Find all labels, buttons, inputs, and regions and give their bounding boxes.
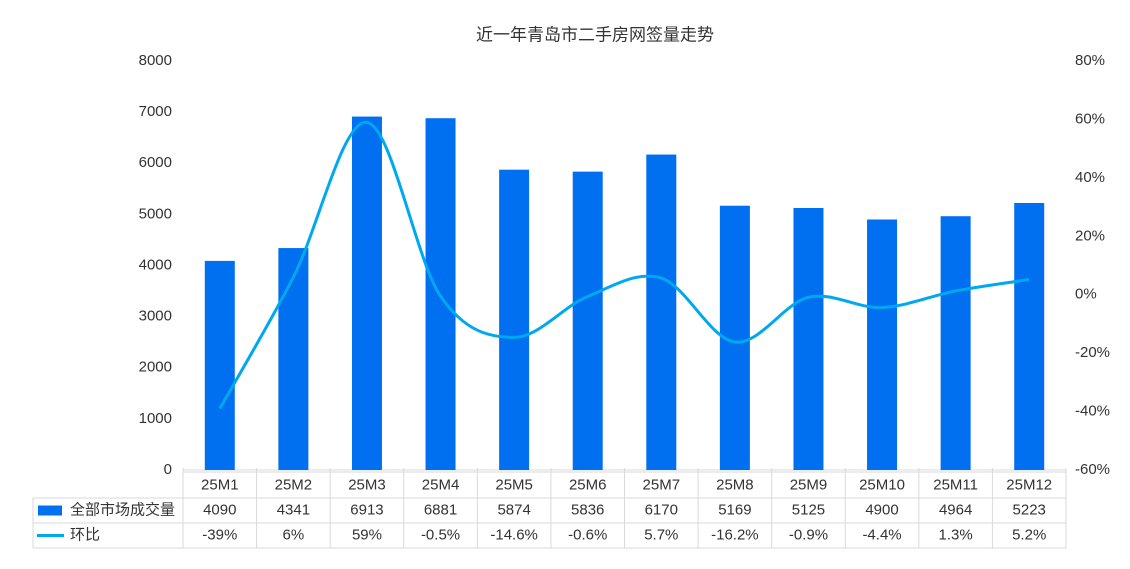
x-tick-label: 25M11 <box>933 476 978 493</box>
y-tick-label: 3000 <box>139 308 172 325</box>
bar <box>940 216 971 470</box>
bar <box>793 207 824 470</box>
data-label: -4.4% <box>862 526 901 543</box>
data-label: 5.2% <box>1012 526 1046 543</box>
data-label: 59% <box>352 526 382 543</box>
data-label: 6913 <box>350 501 383 518</box>
data-label: 6881 <box>424 501 457 518</box>
x-tick-label: 25M5 <box>495 476 533 493</box>
x-tick-label: 25M4 <box>422 476 460 493</box>
data-label: 5874 <box>497 501 530 518</box>
data-label: -0.6% <box>568 526 607 543</box>
y-tick-label: 7000 <box>139 103 172 120</box>
legend-swatch <box>38 505 62 516</box>
y-tick-label: 1000 <box>139 410 172 427</box>
bar <box>646 154 677 470</box>
bar <box>1014 202 1045 470</box>
y-tick-label: 4000 <box>139 256 172 273</box>
y-tick-label: 2000 <box>139 359 172 376</box>
line <box>218 120 1030 410</box>
legend-label: 环比 <box>70 526 100 543</box>
data-label: -16.2% <box>711 526 759 543</box>
y-tick-label: 5000 <box>139 205 172 222</box>
data-label: -14.6% <box>490 526 538 543</box>
y2-tick-label: -40% <box>1075 403 1110 420</box>
y2-tick-label: -20% <box>1075 344 1110 361</box>
x-tick-label: 25M1 <box>201 476 239 493</box>
data-label: 5169 <box>718 501 751 518</box>
data-label: 5836 <box>571 501 604 518</box>
bar <box>572 171 603 470</box>
bar <box>204 260 235 470</box>
x-tick-label: 25M3 <box>348 476 386 493</box>
data-label: 5.7% <box>644 526 678 543</box>
data-label: -0.9% <box>789 526 828 543</box>
x-tick-label: 25M6 <box>569 476 607 493</box>
data-label: 4341 <box>277 501 310 518</box>
legend-label: 全部市场成交量 <box>70 500 175 518</box>
x-tick-label: 25M9 <box>790 476 828 493</box>
x-tick-label: 25M2 <box>275 476 313 493</box>
data-label: 5223 <box>1013 501 1046 518</box>
y-tick-label: 8000 <box>139 52 172 69</box>
y-tick-label: 0 <box>164 461 172 478</box>
bar <box>867 219 898 470</box>
data-label: 4964 <box>939 501 972 518</box>
bar <box>499 169 530 470</box>
data-label: 6170 <box>645 501 678 518</box>
data-label: 6% <box>283 526 305 543</box>
y2-tick-label: -60% <box>1075 461 1110 478</box>
chart-title: 近一年青岛市二手房网签量走势 <box>476 25 714 44</box>
x-tick-label: 25M12 <box>1006 476 1052 493</box>
x-tick-label: 25M10 <box>859 476 905 493</box>
y2-tick-label: 40% <box>1075 169 1105 186</box>
x-tick-label: 25M8 <box>716 476 754 493</box>
bar <box>351 116 382 470</box>
bar <box>278 248 309 470</box>
x-tick-label: 25M7 <box>643 476 681 493</box>
y-tick-label: 6000 <box>139 154 172 171</box>
data-label: -39% <box>202 526 237 543</box>
y2-tick-label: 80% <box>1075 52 1105 69</box>
data-label: -0.5% <box>421 526 460 543</box>
y2-tick-label: 0% <box>1075 286 1097 303</box>
y2-tick-label: 60% <box>1075 110 1105 127</box>
data-label: 4900 <box>865 501 898 518</box>
data-label: 1.3% <box>939 526 973 543</box>
data-label: 5125 <box>792 501 825 518</box>
y2-tick-label: 20% <box>1075 227 1105 244</box>
data-label: 4090 <box>203 501 236 518</box>
